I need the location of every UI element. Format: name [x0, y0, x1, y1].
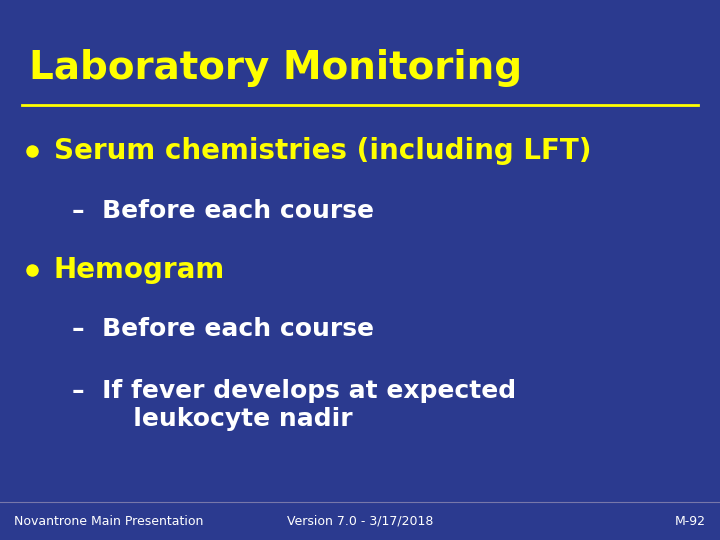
Text: Hemogram: Hemogram: [54, 256, 225, 284]
Text: –  Before each course: – Before each course: [72, 318, 374, 341]
Text: –  If fever develops at expected
       leukocyte nadir: – If fever develops at expected leukocyt…: [72, 379, 516, 431]
Text: Novantrone Main Presentation: Novantrone Main Presentation: [14, 515, 204, 528]
Text: –  Before each course: – Before each course: [72, 199, 374, 222]
Text: Serum chemistries (including LFT): Serum chemistries (including LFT): [54, 137, 592, 165]
Text: Laboratory Monitoring: Laboratory Monitoring: [29, 49, 522, 86]
Text: M-92: M-92: [675, 515, 706, 528]
Text: Version 7.0 - 3/17/2018: Version 7.0 - 3/17/2018: [287, 515, 433, 528]
